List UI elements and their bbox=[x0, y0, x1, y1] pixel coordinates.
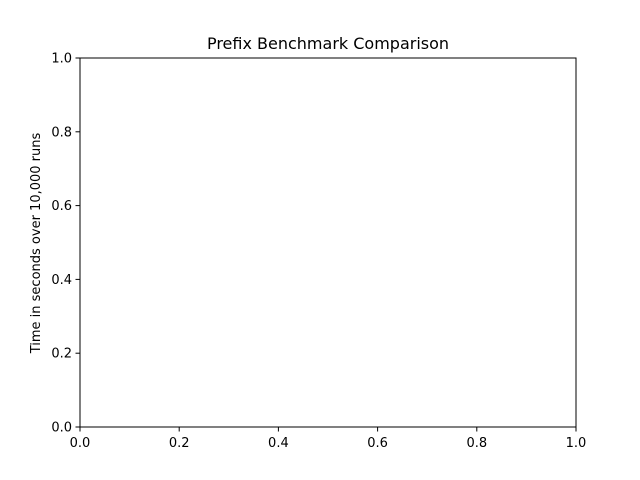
y-tick-label: 0.6 bbox=[51, 199, 72, 214]
x-tick-label: 0.6 bbox=[367, 436, 388, 451]
y-axis: 0.0 0.2 0.4 0.6 0.8 1.0 bbox=[51, 52, 80, 436]
x-tick-label: 0.0 bbox=[70, 436, 91, 451]
y-tick-label: 1.0 bbox=[51, 52, 72, 67]
y-tick-label: 0.2 bbox=[51, 347, 72, 362]
y-axis-label: Time in seconds over 10,000 runs bbox=[29, 133, 44, 355]
x-tick-label: 0.8 bbox=[466, 436, 487, 451]
x-axis: 0.0 0.2 0.4 0.6 0.8 1.0 bbox=[70, 427, 587, 451]
x-tick-label: 1.0 bbox=[566, 436, 587, 451]
chart-title: Prefix Benchmark Comparison bbox=[207, 34, 449, 53]
y-tick-label: 0.0 bbox=[51, 421, 72, 436]
plot-area bbox=[79, 57, 577, 428]
x-tick-label: 0.4 bbox=[268, 436, 289, 451]
x-tick-label: 0.2 bbox=[169, 436, 190, 451]
y-tick-label: 0.4 bbox=[51, 273, 72, 288]
y-tick-label: 0.8 bbox=[51, 125, 72, 140]
